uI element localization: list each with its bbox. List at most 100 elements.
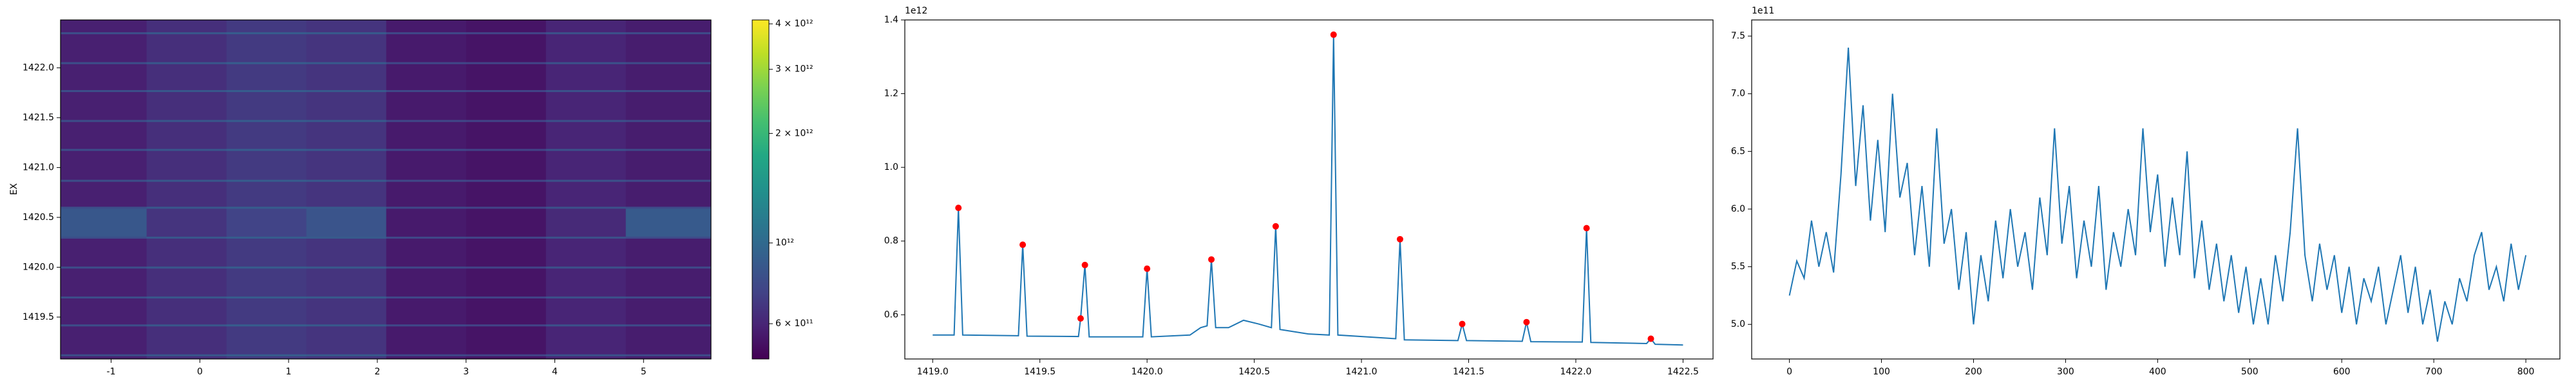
heatmap-cell [545, 356, 627, 360]
heatmap-cell [61, 89, 147, 93]
heatmap-cell [466, 32, 547, 35]
heatmap-cell [625, 354, 712, 356]
heatmap-cell [625, 179, 712, 182]
heatmap-cell [625, 268, 712, 297]
heatmap-cell [61, 62, 147, 64]
y-tick-label: 0.6 [884, 309, 898, 320]
heatmap-cell [386, 238, 467, 267]
heatmap-cell [306, 91, 387, 120]
heatmap-cell [545, 33, 627, 62]
heatmap-cell [386, 296, 467, 299]
heatmap-cell [61, 64, 147, 90]
heatmap-cell [226, 62, 307, 64]
heatmap-cell [545, 268, 627, 297]
heatmap-cell [625, 62, 712, 64]
heatmap-cell [61, 32, 147, 35]
heatmap-cell [386, 33, 467, 62]
y-tick-label: 6.0 [1731, 204, 1745, 214]
heatmap-cell [61, 20, 147, 33]
peak-marker [955, 205, 962, 212]
heatmap-cell [386, 120, 467, 122]
peak-marker [1272, 223, 1279, 230]
heatmap-cell [466, 89, 547, 93]
heatmap-cell [545, 236, 627, 239]
heatmap-cell [146, 91, 227, 120]
heatmap-cell [146, 122, 227, 149]
heatmap-cell [146, 324, 227, 327]
heatmap-cell [146, 268, 227, 297]
heatmap-cell [226, 298, 307, 325]
x-tick-label: 1422.5 [1667, 367, 1699, 377]
heatmap-cell [545, 64, 627, 90]
heatmap-cell [306, 236, 387, 239]
x-tick-label: 0 [1786, 367, 1792, 377]
heatmap-cell [625, 122, 712, 149]
y-tick-label: 1.2 [884, 89, 898, 99]
heatmap-cell [466, 354, 547, 356]
peak-marker [1081, 261, 1088, 268]
heatmap-cell [61, 179, 147, 182]
heatmap-cell [226, 208, 307, 237]
heatmap-cell [226, 64, 307, 90]
heatmap-cell [61, 266, 147, 269]
heatmap-cell [386, 354, 467, 356]
y-tick-label: 1419.5 [23, 312, 54, 322]
heatmap-cell [306, 268, 387, 297]
heatmap-cell [61, 354, 147, 356]
heatmap-cell [306, 33, 387, 62]
heatmap-cell [466, 324, 547, 327]
heatmap-cell [466, 62, 547, 64]
heatmap-cell [386, 236, 467, 239]
colorbar-tick-label: 6 × 10¹¹ [775, 318, 813, 329]
heatmap-cell [386, 356, 467, 360]
y-tick-label: 5.0 [1731, 319, 1745, 329]
x-tick-label: 2 [374, 367, 380, 377]
heatmap-cell [146, 356, 227, 360]
heatmap-cell [545, 208, 627, 237]
heatmap-cell [625, 151, 712, 180]
colorbar-tick-label: 10¹² [775, 238, 794, 248]
heatmap-cell [146, 151, 227, 180]
x-tick-label: 1419.5 [1024, 367, 1056, 377]
heatmap-cell [625, 89, 712, 93]
y-tick-label: 1420.5 [23, 212, 54, 223]
heatmap-cell [146, 148, 227, 151]
heatmap-cell [545, 266, 627, 269]
heatmap-cell [146, 64, 227, 90]
x-tick-label: 0 [197, 367, 203, 377]
heatmap-cell [386, 268, 467, 297]
heatmap-cell [61, 268, 147, 297]
heatmap-cell [625, 206, 712, 209]
heatmap-cell [386, 89, 467, 93]
heatmap-cell [386, 91, 467, 120]
heatmap-cell [466, 33, 547, 62]
x-tick-label: 5 [641, 367, 647, 377]
heatmap-cell [625, 64, 712, 90]
peak-marker [1144, 265, 1151, 272]
heatmap-cell [306, 62, 387, 64]
heatmap-cell [146, 298, 227, 325]
heatmap-cell [306, 32, 387, 35]
heatmap-cell [146, 326, 227, 354]
heatmap-cell [146, 206, 227, 209]
heatmap-cell [61, 356, 147, 360]
heatmap-cell [306, 148, 387, 151]
heatmap-cell [466, 151, 547, 180]
heatmap-cell [625, 266, 712, 269]
y-tick-label: 7.0 [1731, 89, 1745, 99]
heatmap-cell [466, 266, 547, 269]
heatmap-cell [625, 324, 712, 327]
heatmap-cell [146, 236, 227, 239]
heatmap-cell [466, 208, 547, 237]
x-tick-label: 4 [552, 367, 558, 377]
peak-marker [1208, 256, 1215, 263]
heatmap-cell [545, 326, 627, 354]
x-tick-label: 1420.5 [1238, 367, 1270, 377]
y-tick-label: 7.5 [1731, 31, 1745, 41]
heatmap-cell [146, 62, 227, 64]
heatmap-cell [386, 151, 467, 180]
heatmap-cell [625, 236, 712, 239]
heatmap-cell [306, 266, 387, 269]
heatmap-cell [61, 324, 147, 327]
heatmap-cell [386, 122, 467, 149]
